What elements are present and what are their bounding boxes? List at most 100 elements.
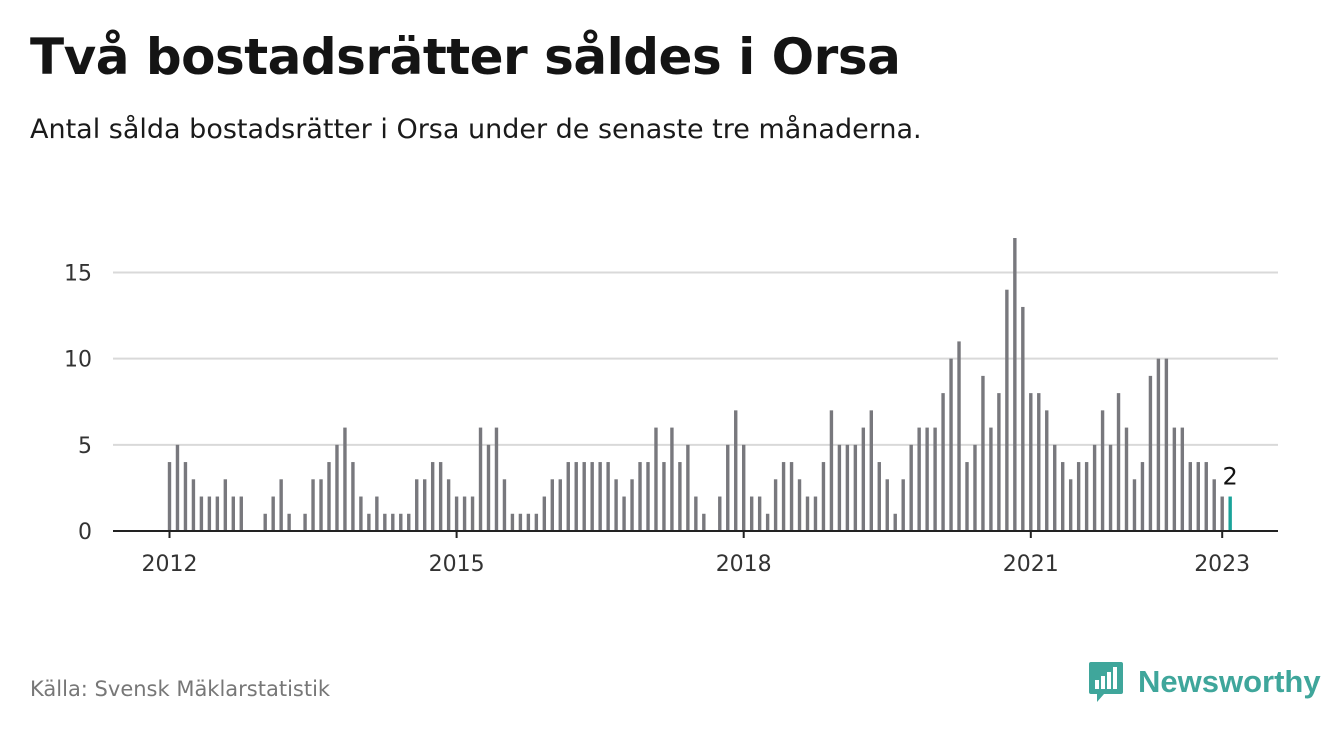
source-note: Källa: Svensk Mäklarstatistik: [30, 677, 331, 701]
bar: [430, 462, 435, 531]
bar: [359, 496, 363, 531]
bar: [399, 513, 403, 531]
y-tick-label: 0: [78, 520, 92, 545]
bar: [1013, 238, 1017, 531]
bar: [765, 513, 770, 531]
bar: [231, 496, 235, 531]
chart-title: Två bostadsrätter såldes i Orsa: [30, 28, 901, 86]
bar: [446, 479, 451, 531]
bar: [1021, 306, 1025, 531]
bar: [1196, 462, 1200, 531]
bar: [367, 513, 371, 531]
bar: [925, 427, 929, 531]
bar: [327, 462, 331, 531]
brand[interactable]: Newsworthy: [1088, 660, 1321, 704]
bar: [742, 444, 746, 531]
bar: [606, 462, 610, 531]
bar: [1068, 479, 1073, 531]
bar: [670, 427, 674, 531]
bar: [1061, 462, 1065, 531]
bar: [749, 496, 754, 531]
bar: [718, 496, 722, 531]
bar: [829, 410, 834, 531]
bar: [989, 427, 993, 531]
bar: [901, 479, 905, 531]
bar: [566, 462, 570, 531]
bar: [821, 462, 826, 531]
bar: [1148, 375, 1153, 531]
bar: [1076, 462, 1081, 531]
bar: [949, 358, 953, 531]
bar: [335, 444, 339, 531]
bar: [654, 427, 658, 531]
bar: [877, 462, 881, 531]
bar: [271, 496, 275, 531]
bar: [757, 496, 762, 531]
bar: [383, 513, 387, 531]
bar: [614, 479, 618, 531]
bar: [494, 427, 499, 531]
bar: [534, 513, 539, 531]
bar: [813, 496, 818, 531]
bar: [957, 341, 961, 531]
bar: [726, 444, 730, 531]
highlight-label: 2: [1223, 463, 1238, 491]
chart-subtitle: Antal sålda bostadsrätter i Orsa under d…: [30, 114, 922, 145]
bar: [773, 479, 778, 531]
bar: [845, 444, 850, 531]
bar: [279, 479, 283, 531]
bar: [526, 513, 531, 531]
bar: [470, 496, 475, 531]
bar: [191, 479, 196, 531]
bar: [1116, 393, 1121, 531]
x-tick-label: 2021: [1003, 552, 1059, 577]
bar: [486, 444, 491, 531]
bar: [1045, 410, 1049, 531]
bar: [1180, 427, 1185, 531]
bar: [1172, 427, 1177, 531]
bar: [558, 479, 562, 531]
newsworthy-logo-icon: [1089, 662, 1123, 702]
bar: [287, 513, 291, 531]
bar: [582, 462, 586, 531]
bar: [941, 393, 945, 531]
x-tick-label: 2018: [716, 552, 772, 577]
bar: [805, 496, 810, 531]
bar: [909, 444, 913, 531]
bar: [662, 462, 666, 531]
bar: [885, 479, 889, 531]
bar: [893, 513, 897, 531]
bar: [438, 462, 443, 531]
bar: [239, 496, 243, 531]
bar: [207, 496, 212, 531]
bar-chart: 2 0 5 10 15 2012 2015 2018 2021 2023: [64, 238, 1278, 577]
bar: [311, 479, 315, 531]
bar: [598, 462, 602, 531]
bar: [375, 496, 379, 531]
bar: [1204, 462, 1208, 531]
bar: [319, 479, 323, 531]
bar: [1212, 479, 1216, 531]
bar: [1140, 462, 1145, 531]
bar: [183, 462, 188, 531]
bar: [646, 462, 650, 531]
bar: [167, 462, 172, 531]
bar: [917, 427, 921, 531]
bar: [997, 393, 1001, 531]
bar: [630, 479, 634, 531]
bar: [502, 479, 507, 531]
bar: [1005, 289, 1009, 531]
bar: [1084, 462, 1089, 531]
bar: [542, 496, 547, 531]
bar: [391, 513, 395, 531]
bar: [518, 513, 523, 531]
bar: [199, 496, 204, 531]
bar: [462, 496, 467, 531]
bar: [454, 496, 459, 531]
x-tick-label: 2023: [1194, 552, 1250, 577]
y-tick-label: 15: [64, 261, 92, 286]
bar: [853, 444, 858, 531]
bar: [175, 444, 180, 531]
bar: [1164, 358, 1169, 531]
bar: [574, 462, 578, 531]
